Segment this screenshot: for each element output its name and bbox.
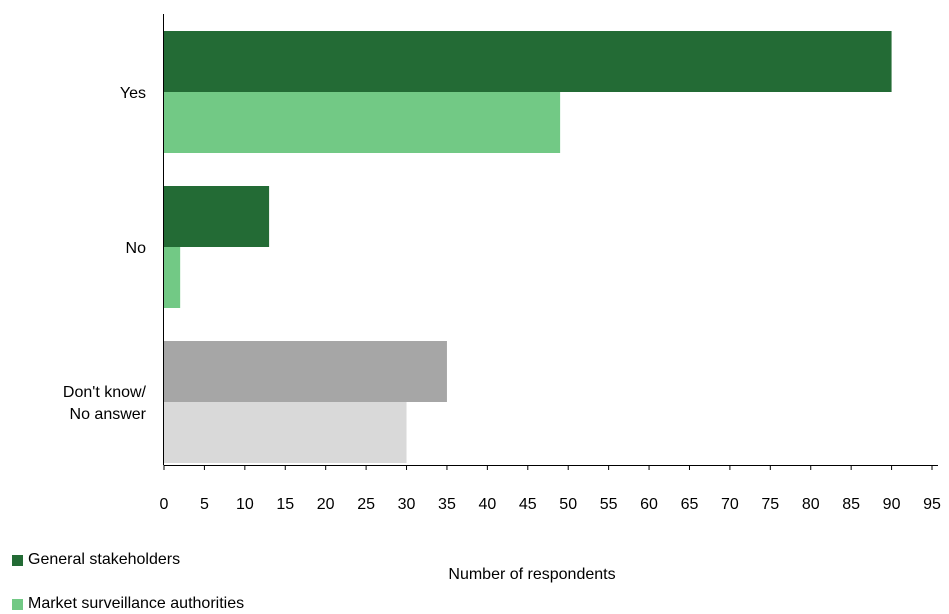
x-tick-label-5: 5 <box>200 496 209 513</box>
x-tick-label-0: 0 <box>160 496 169 513</box>
x-ticks: 0 5 10 15 20 25 30 35 40 45 50 55 60 65 70 75 80 85 90 95 <box>160 465 941 513</box>
legend-item-market-surveillance-authorities: Market surveillance authorities <box>12 595 244 613</box>
category-label-no: No <box>126 240 147 257</box>
x-tick-label-35: 35 <box>438 496 456 513</box>
legend-item-general-stakeholders: General stakeholders <box>12 551 180 569</box>
x-tick-label-40: 40 <box>478 496 496 513</box>
x-tick-label-60: 60 <box>640 496 658 513</box>
x-tick-label-20: 20 <box>317 496 335 513</box>
legend-label-general-stakeholders: General stakeholders <box>28 551 181 568</box>
legend-swatch-market-surveillance-authorities <box>12 598 23 610</box>
bar-yes-general-stakeholders <box>164 31 892 92</box>
x-tick-label-10: 10 <box>236 496 254 513</box>
x-tick-label-85: 85 <box>842 496 860 513</box>
x-tick-label-25: 25 <box>357 496 375 513</box>
legend-swatch-general-stakeholders <box>12 554 23 566</box>
category-label-don-t-know-no-answer: Don't know/No answer <box>63 384 147 423</box>
x-tick-label-30: 30 <box>398 496 416 513</box>
x-tick-label-75: 75 <box>761 496 779 513</box>
x-tick-label-65: 65 <box>681 496 699 513</box>
x-tick-label-15: 15 <box>276 496 294 513</box>
legend-label-market-surveillance-authorities: Market surveillance authorities <box>28 595 245 612</box>
axes-group <box>163 14 938 466</box>
x-tick-label-45: 45 <box>519 496 537 513</box>
x-tick-label-70: 70 <box>721 496 739 513</box>
bar-don-t-know-no-answer-general-stakeholders <box>164 341 447 402</box>
bar-yes-market-surveillance-authorities <box>164 92 561 153</box>
x-tick-label-95: 95 <box>923 496 941 513</box>
bar-no-market-surveillance-authorities <box>164 247 181 308</box>
bar-no-general-stakeholders <box>164 186 270 247</box>
bars-group <box>164 31 892 463</box>
x-tick-label-90: 90 <box>883 496 901 513</box>
category-label-yes: Yes <box>120 85 146 102</box>
x-axis-title: Number of respondents <box>448 566 615 583</box>
bar-don-t-know-no-answer-market-surveillance-authorities <box>164 402 407 463</box>
category-labels: Yes No Don't know/No answer <box>63 85 147 423</box>
x-tick-label-55: 55 <box>600 496 618 513</box>
x-tick-label-50: 50 <box>559 496 577 513</box>
x-tick-label-80: 80 <box>802 496 820 513</box>
